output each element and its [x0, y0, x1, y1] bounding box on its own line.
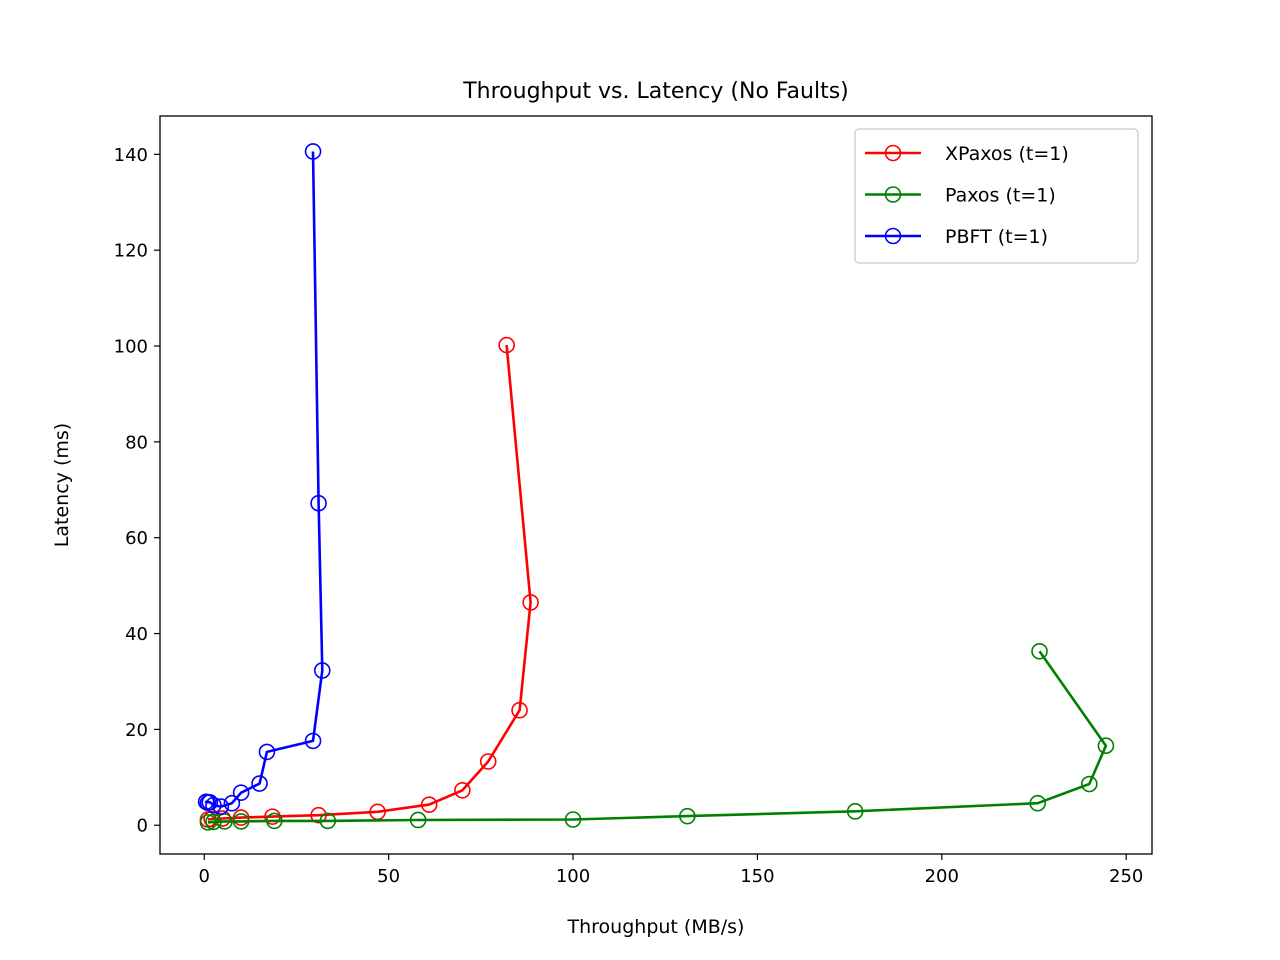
axes-frame	[159, 115, 1153, 855]
plot-area	[197, 143, 1115, 831]
legend: XPaxos (t=1) Paxos (t=1) PBFT (t=1)	[854, 128, 1139, 264]
pbft-data-point	[251, 775, 268, 792]
paxos-data-point	[319, 812, 337, 830]
xpaxos-data-point	[454, 781, 471, 799]
xpaxos-data-point	[232, 809, 250, 826]
x-tick-label: 150	[740, 866, 774, 887]
pbft-legend-label: PBFT (t=1)	[945, 226, 1048, 248]
x-tick-label: 50	[377, 866, 400, 887]
pbft-legend-marker	[884, 227, 902, 245]
paxos-legend-marker	[884, 186, 902, 203]
paxos-data-point	[846, 803, 864, 820]
xpaxos-data-point	[511, 701, 528, 719]
paxos-data-point	[1081, 775, 1098, 793]
y-tick-label: 60	[125, 528, 148, 549]
paxos-data-point	[409, 811, 427, 829]
y-tick-label: 80	[125, 432, 148, 453]
xpaxos-data-point	[498, 336, 515, 354]
paxos-series-line	[207, 650, 1108, 824]
paxos-data-point	[205, 813, 222, 831]
x-tick-label: 200	[925, 866, 959, 887]
x-tick-label: 100	[556, 866, 590, 887]
y-axis-label: Latency (ms)	[51, 423, 73, 547]
x-axis-label: Throughput (MB/s)	[567, 916, 745, 938]
y-tick-label: 40	[125, 624, 148, 645]
xpaxos-data-point	[310, 806, 327, 824]
chart-title: Throughput vs. Latency (No Faults)	[462, 79, 849, 104]
paxos-data-point	[1031, 642, 1048, 660]
pbft-data-point	[212, 798, 230, 815]
pbft-series-line	[204, 151, 324, 808]
paxos-data-point	[232, 813, 250, 830]
pbft-data-point	[313, 662, 331, 679]
x-tick-label: 250	[1109, 866, 1143, 887]
paxos-legend-label: Paxos (t=1)	[945, 185, 1056, 207]
paxos-data-point	[199, 814, 217, 831]
y-tick-label: 120	[114, 241, 148, 262]
paxos-data-point	[679, 807, 696, 825]
y-tick-label: 20	[125, 720, 148, 741]
xpaxos-data-point	[522, 594, 539, 611]
xpaxos-data-point	[479, 753, 497, 770]
pbft-data-point	[232, 784, 250, 801]
xpaxos-legend-label: XPaxos (t=1)	[945, 143, 1069, 165]
xpaxos-data-point	[203, 810, 220, 828]
pbft-data-point	[205, 796, 222, 814]
pbft-data-point	[304, 143, 322, 160]
pbft-data-point	[223, 794, 241, 812]
paxos-data-point	[1097, 737, 1115, 754]
axis-ticks: 0 50 100 150 200 250 0 20 40 60 80 100 120 140	[114, 145, 1144, 887]
paxos-data-point	[1029, 794, 1046, 812]
paxos-data-point	[564, 811, 582, 828]
pbft-data-point	[310, 494, 327, 512]
x-tick-label: 0	[199, 866, 210, 887]
xpaxos-series-line	[207, 344, 532, 821]
y-tick-label: 100	[114, 337, 148, 358]
paxos-data-point	[266, 812, 283, 830]
xpaxos-legend-marker	[884, 144, 902, 162]
pbft-data-point	[304, 732, 322, 750]
y-tick-label: 140	[114, 145, 148, 166]
y-tick-label: 0	[137, 816, 148, 837]
pbft-data-point	[258, 743, 276, 761]
pbft-data-point	[201, 793, 219, 811]
xpaxos-data-point	[420, 796, 438, 813]
legend-box	[854, 128, 1139, 264]
